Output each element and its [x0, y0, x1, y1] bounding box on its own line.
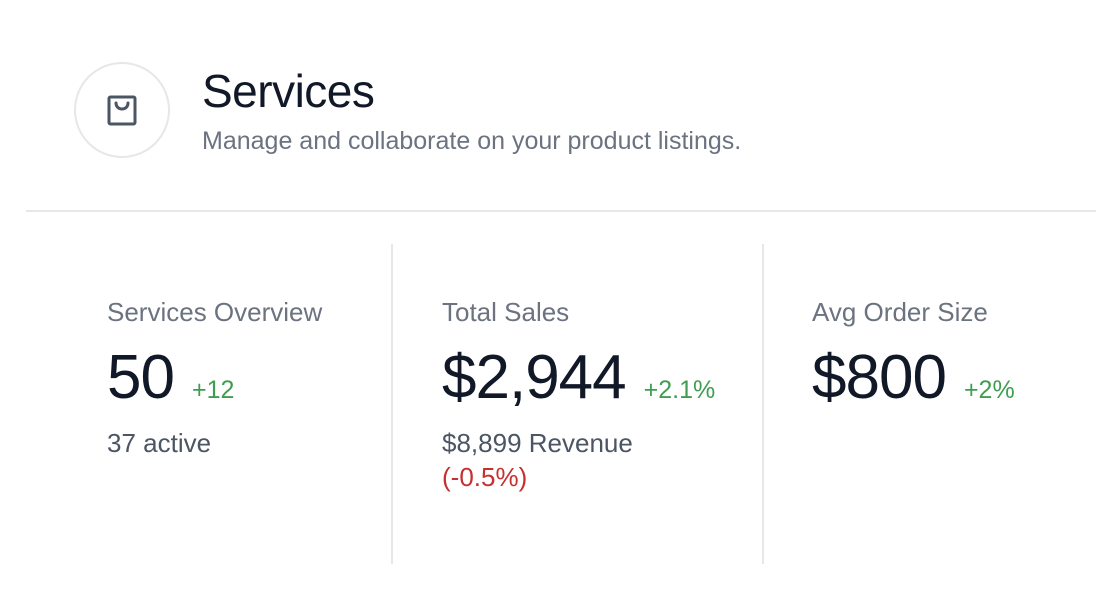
- stat-value-row: $2,944 +2.1%: [442, 342, 715, 414]
- stat-label: Total Sales: [442, 297, 570, 327]
- shopping-bag-icon: [107, 95, 137, 126]
- page-header: Services Manage and collaborate on your …: [74, 62, 741, 158]
- stat-meta: 37 active: [107, 428, 212, 458]
- stat-value-row: 50 +12: [107, 342, 322, 414]
- stat-separator: [391, 244, 393, 564]
- stat-card-total-sales: Total Sales $2,944 +2.1% $8,899 Revenue …: [442, 294, 715, 494]
- stat-delta: +2%: [963, 376, 1015, 404]
- header-text: Services Manage and collaborate on your …: [202, 62, 741, 156]
- stat-card-services-overview: Services Overview 50 +12 37 active: [107, 294, 322, 460]
- stat-delta: +12: [191, 376, 235, 404]
- stat-value: $2,944: [442, 343, 627, 412]
- stat-card-avg-order-size: Avg Order Size $800 +2%: [812, 294, 1015, 414]
- stat-meta: $8,899 Revenue: [442, 428, 633, 458]
- stat-delta: +2.1%: [643, 376, 716, 404]
- page-title: Services: [202, 65, 375, 117]
- stat-separator: [762, 244, 764, 564]
- header-divider: [26, 210, 1096, 212]
- page-subtitle: Manage and collaborate on your product l…: [202, 127, 742, 155]
- stat-value: $800: [812, 343, 947, 412]
- header-icon-wrapper: [74, 62, 170, 158]
- stat-label: Avg Order Size: [812, 297, 988, 327]
- stat-meta-change: (-0.5%): [442, 462, 528, 492]
- stat-value: 50: [107, 343, 175, 412]
- stat-value-row: $800 +2%: [812, 342, 1015, 414]
- stats-row: Services Overview 50 +12 37 active Total…: [0, 244, 1096, 564]
- stat-label: Services Overview: [107, 297, 323, 327]
